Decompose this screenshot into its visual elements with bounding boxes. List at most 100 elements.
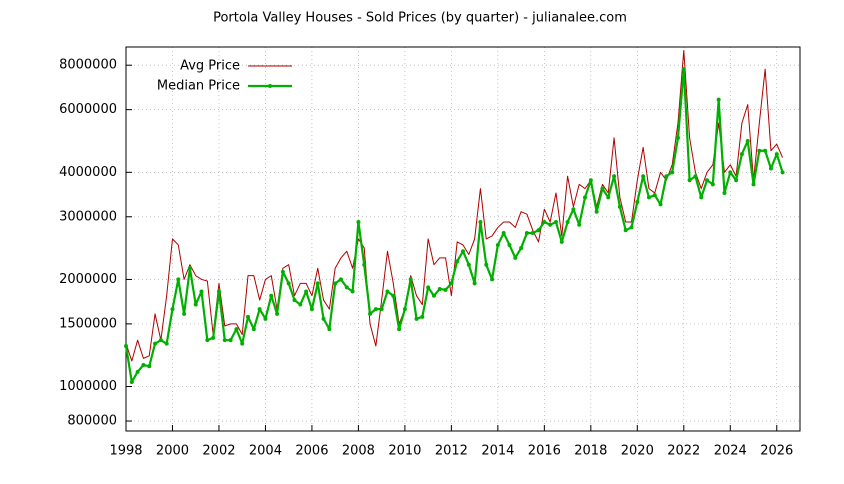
price-point <box>490 277 495 282</box>
price-point <box>768 166 773 171</box>
price-point <box>246 314 251 319</box>
x-tick-label: 2012 <box>435 444 468 459</box>
price-point <box>571 207 576 212</box>
price-point <box>524 231 529 236</box>
price-point <box>600 186 605 191</box>
y-tick-label: 2000000 <box>59 272 117 287</box>
price-point <box>763 148 768 153</box>
price-point <box>408 277 413 282</box>
price-point <box>321 316 326 321</box>
price-point <box>158 338 163 343</box>
price-point <box>705 178 710 183</box>
price-point <box>553 220 558 225</box>
x-tick-label: 2006 <box>295 444 328 459</box>
price-point <box>681 67 686 72</box>
price-point <box>588 178 593 183</box>
price-point <box>170 307 175 312</box>
price-point <box>402 307 407 312</box>
price-point <box>257 307 262 312</box>
x-tick-label: 2000 <box>156 444 189 459</box>
price-point <box>675 135 680 140</box>
price-point <box>391 293 396 298</box>
price-point <box>734 178 739 183</box>
x-tick-label: 2020 <box>621 444 654 459</box>
price-point <box>205 338 210 343</box>
price-point <box>565 220 570 225</box>
price-point <box>286 281 291 286</box>
price-point <box>739 152 744 157</box>
price-point <box>646 195 651 200</box>
chart-title: Portola Valley Houses - Sold Prices (by … <box>213 11 627 26</box>
y-tick-label: 4000000 <box>59 165 117 180</box>
price-point <box>623 228 628 233</box>
price-point <box>693 174 698 179</box>
y-tick-label: 3000000 <box>59 209 117 224</box>
price-point <box>164 341 169 346</box>
price-point <box>751 182 756 187</box>
x-tick-label: 2014 <box>481 444 514 459</box>
price-point <box>455 259 460 264</box>
y-tick-label: 8000000 <box>59 58 117 73</box>
price-point <box>263 316 268 321</box>
y-tick-label: 6000000 <box>59 102 117 117</box>
price-point <box>199 289 204 294</box>
price-point <box>182 311 187 316</box>
y-tick-label: 1500000 <box>59 316 117 331</box>
x-tick-label: 1998 <box>109 444 142 459</box>
price-point <box>559 239 564 244</box>
price-point <box>670 170 675 175</box>
price-point <box>420 314 425 319</box>
price-point <box>431 293 436 298</box>
price-point <box>617 204 622 209</box>
price-point <box>478 220 483 225</box>
price-point <box>461 249 465 254</box>
price-point <box>501 231 506 236</box>
price-point <box>309 307 314 312</box>
y-tick-label: 1000000 <box>59 379 117 394</box>
price-point <box>135 369 140 374</box>
price-point <box>530 231 535 236</box>
price-point <box>507 242 512 247</box>
price-point <box>211 335 216 340</box>
x-tick-label: 2016 <box>528 444 561 459</box>
price-point <box>362 262 367 267</box>
price-point <box>716 97 721 102</box>
price-point <box>687 178 692 183</box>
legend-label: Median Price <box>157 79 240 94</box>
price-point <box>222 338 227 343</box>
price-point <box>344 285 349 290</box>
price-point <box>216 289 221 294</box>
price-point <box>280 269 285 274</box>
price-point <box>234 327 239 332</box>
price-point <box>513 255 518 260</box>
price-point <box>385 289 390 294</box>
price-point <box>129 379 134 384</box>
price-point <box>542 220 547 225</box>
price-point <box>641 174 646 179</box>
x-tick-label: 2026 <box>760 444 793 459</box>
price-point <box>472 281 477 286</box>
price-point <box>414 316 419 321</box>
price-point <box>635 200 640 205</box>
price-point <box>141 362 146 367</box>
price-point <box>728 170 733 175</box>
price-point <box>298 302 303 307</box>
price-point <box>368 311 373 316</box>
legend-point <box>268 84 272 88</box>
legend-label: Avg Price <box>180 59 240 74</box>
price-point <box>583 195 588 200</box>
price-line <box>125 49 784 362</box>
price-point <box>304 289 309 294</box>
price-point <box>124 343 128 348</box>
price-point <box>548 222 553 227</box>
price-point <box>519 246 524 251</box>
price-point <box>606 195 611 200</box>
x-tick-label: 2024 <box>714 444 747 459</box>
price-point <box>379 307 384 312</box>
price-point <box>745 138 750 143</box>
price-point <box>652 193 657 198</box>
price-point <box>153 341 158 346</box>
price-point <box>228 338 233 343</box>
price-point <box>577 222 582 227</box>
